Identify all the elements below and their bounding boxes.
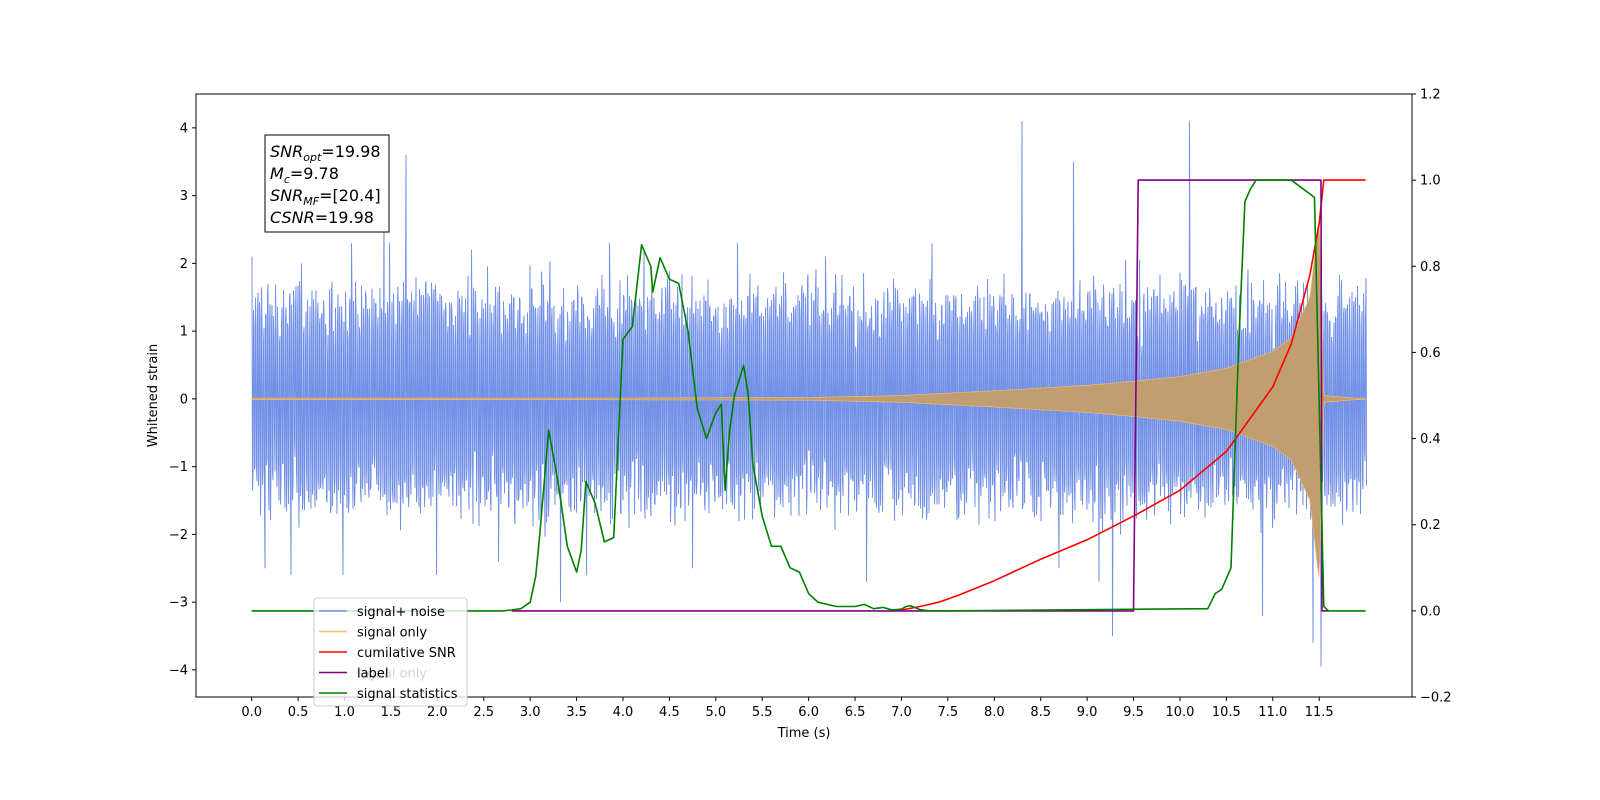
x-tick-label: 2.5 bbox=[473, 705, 494, 720]
x-tick-label: 4.5 bbox=[659, 705, 680, 720]
y-tick-label-right: 1.0 bbox=[1420, 174, 1441, 189]
x-tick-label: 11.0 bbox=[1258, 705, 1287, 720]
legend-label: signal+ noise bbox=[357, 605, 445, 620]
x-axis-label: Time (s) bbox=[777, 726, 831, 741]
y-tick-label-right: 0.8 bbox=[1420, 260, 1441, 275]
legend-label: signal statistics bbox=[357, 687, 458, 702]
legend-label: signal only bbox=[357, 626, 427, 641]
x-tick-label: 1.5 bbox=[381, 705, 402, 720]
y-tick-label-left: 0 bbox=[180, 392, 188, 407]
x-tick-label: 10.5 bbox=[1212, 705, 1241, 720]
y-axis-label: Whitened strain bbox=[146, 344, 161, 447]
y-tick-label-left: 3 bbox=[180, 189, 188, 204]
y-tick-label-right: 0.4 bbox=[1420, 432, 1441, 447]
x-tick-label: 3.0 bbox=[520, 705, 541, 720]
annotation-line: Mc=9.78 bbox=[270, 164, 339, 186]
x-tick-label: 3.5 bbox=[566, 705, 587, 720]
x-tick-label: 2.0 bbox=[427, 705, 448, 720]
axis-ticks: 0.0 0.5 1.0 1.5 2.0 2.5 3.0 3.5 4.0 4.5 5.0 5.5 6.0 6… bbox=[169, 88, 1452, 721]
annotation-subscript: c bbox=[284, 173, 290, 186]
y-tick-label-left: −1 bbox=[169, 460, 188, 475]
axes-frame bbox=[195, 93, 1413, 698]
x-tick-label: 8.5 bbox=[1030, 705, 1051, 720]
annotation-subscript: MF bbox=[303, 195, 319, 208]
x-tick-label: 4.0 bbox=[613, 705, 634, 720]
x-tick-label: 7.0 bbox=[891, 705, 912, 720]
series-cumulative-snr bbox=[892, 179, 1366, 612]
x-tick-label: 8.0 bbox=[984, 705, 1005, 720]
x-tick-label: 0.5 bbox=[288, 705, 309, 720]
annotation-subscript: opt bbox=[303, 151, 322, 164]
series-signal-only bbox=[251, 220, 1365, 578]
x-tick-label: 7.5 bbox=[938, 705, 959, 720]
annotation-value: =[20.4] bbox=[319, 186, 381, 205]
annotation-line: SNRopt=19.98 bbox=[270, 142, 381, 164]
annotation-line: CSNR=19.98 bbox=[270, 208, 374, 227]
x-tick-label: 1.0 bbox=[334, 705, 355, 720]
x-tick-label: 5.0 bbox=[705, 705, 726, 720]
y-tick-label-left: 2 bbox=[180, 257, 188, 272]
legend-label: cumilative SNR bbox=[357, 646, 456, 661]
x-tick-label: 11.5 bbox=[1305, 705, 1334, 720]
series-signal-statistics bbox=[251, 179, 1366, 612]
annotation-value: =19.98 bbox=[315, 208, 374, 227]
x-tick-label: 6.5 bbox=[845, 705, 866, 720]
y-tick-label-right: −0.2 bbox=[1420, 691, 1452, 706]
x-tick-label: 5.5 bbox=[752, 705, 773, 720]
plot-area bbox=[251, 121, 1367, 667]
y-tick-label-left: −2 bbox=[169, 528, 188, 543]
annotation-symbol: CSNR bbox=[270, 208, 315, 227]
x-tick-label: 6.0 bbox=[798, 705, 819, 720]
y-tick-label-right: 0.0 bbox=[1420, 604, 1441, 619]
x-tick-label: 9.0 bbox=[1077, 705, 1098, 720]
annotation-line: SNRMF=[20.4] bbox=[270, 186, 381, 208]
legend-box bbox=[313, 597, 468, 707]
annotation-symbol: SNR bbox=[270, 186, 303, 205]
annotation-symbol: SNR bbox=[270, 142, 303, 161]
y-tick-label-right: 0.6 bbox=[1420, 346, 1441, 361]
y-tick-label-right: 1.2 bbox=[1420, 88, 1441, 103]
legend: signal only signal+ noise signal only cumil… bbox=[313, 597, 468, 707]
y-tick-label-right: 0.2 bbox=[1420, 518, 1441, 533]
y-tick-label-left: −4 bbox=[169, 663, 188, 678]
legend-label: label bbox=[357, 667, 388, 682]
y-tick-label-left: 4 bbox=[180, 121, 188, 136]
stats-annotation: SNRopt=19.98Mc=9.78SNRMF=[20.4]CSNR=19.9… bbox=[264, 134, 390, 233]
x-tick-label: 10.0 bbox=[1165, 705, 1194, 720]
annotation-value: =9.78 bbox=[290, 164, 339, 183]
y-tick-label-left: −3 bbox=[169, 596, 188, 611]
annotation-box bbox=[264, 134, 390, 233]
x-tick-label: 0.0 bbox=[241, 705, 262, 720]
legend-ghost-label: signal only bbox=[357, 667, 427, 682]
annotation-symbol: M bbox=[270, 164, 284, 183]
y-tick-label-left: 1 bbox=[180, 325, 188, 340]
x-tick-label: 9.5 bbox=[1123, 705, 1144, 720]
annotation-value: =19.98 bbox=[321, 142, 380, 161]
